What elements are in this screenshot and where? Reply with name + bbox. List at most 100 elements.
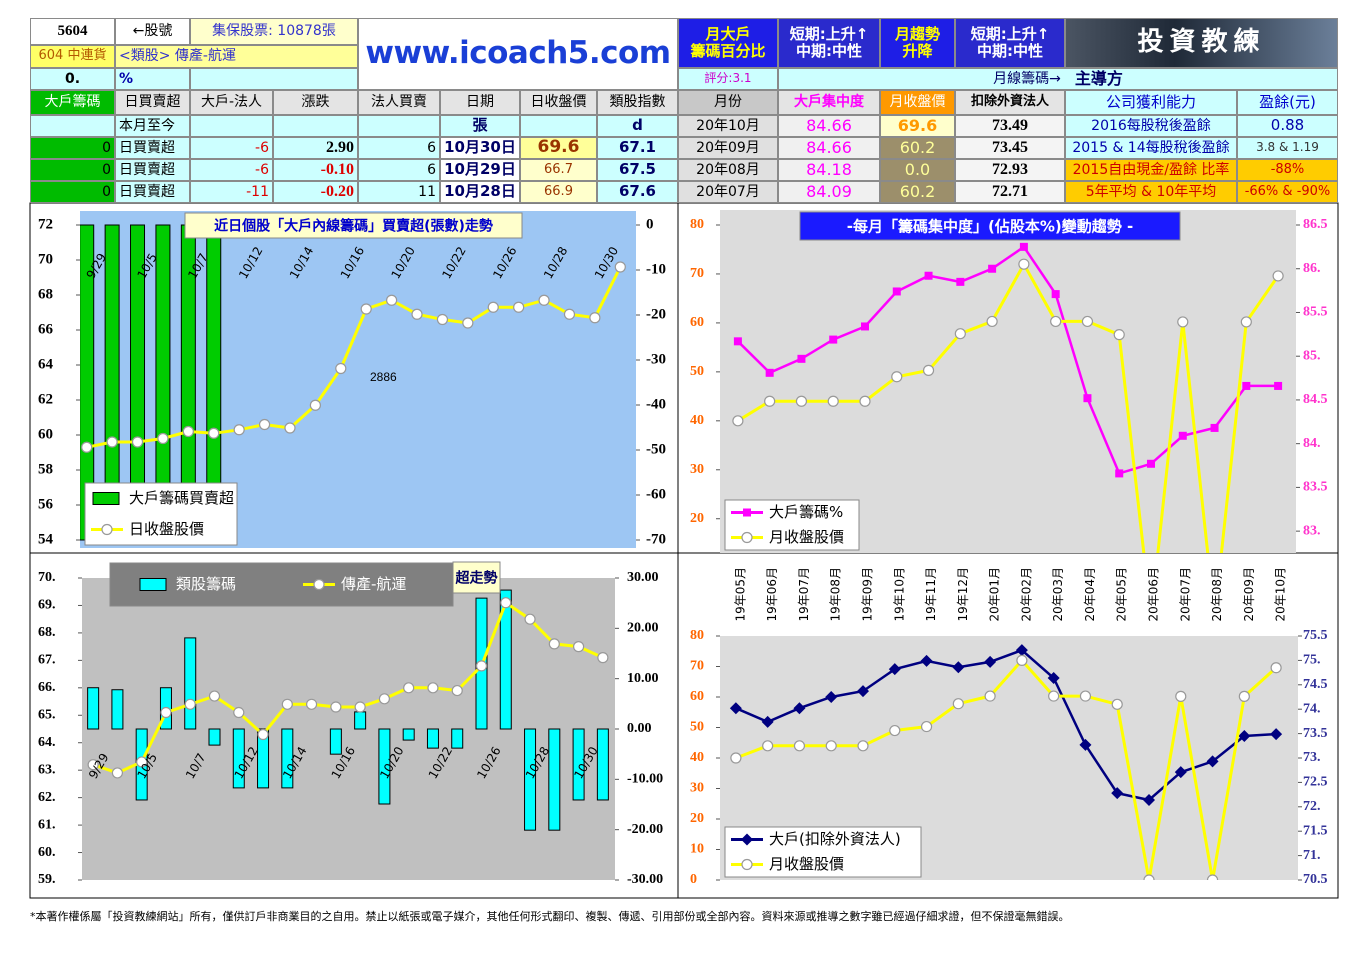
bar <box>232 728 245 789</box>
marker <box>305 698 318 710</box>
tick-label: 72 <box>38 216 53 232</box>
footer: *本著作權係屬「投資教練網站」所有，僅供訂戶非商業目的之自用。禁止以紙張或電子媒… <box>30 910 1070 923</box>
cell <box>190 68 358 90</box>
header-cell: 類股指數 <box>597 90 678 115</box>
marker <box>1111 698 1123 710</box>
cell-text: 月收盤價 <box>889 94 946 111</box>
tick-label: 40 <box>690 413 704 428</box>
bar <box>426 728 439 749</box>
data-cell: 67.1 <box>597 137 678 159</box>
marker <box>859 395 871 407</box>
cell-text: 0.0 <box>904 159 931 179</box>
tick-label: -60 <box>646 486 666 502</box>
plot-area <box>720 210 1296 553</box>
marker <box>1019 242 1028 251</box>
tick-label: 20 <box>690 511 704 526</box>
plot <box>80 224 626 541</box>
x-tick-label: 19年11月 <box>924 567 938 622</box>
bar <box>208 728 221 746</box>
data-cell: 72.71 <box>955 181 1065 203</box>
marker <box>1272 270 1284 282</box>
cell-text: 0.88 <box>1270 116 1305 135</box>
marker <box>857 685 869 698</box>
cell: 0. <box>30 68 115 90</box>
cell-text: 66.9 <box>544 183 573 199</box>
tick-label: -20 <box>646 306 666 322</box>
marker <box>1047 671 1060 684</box>
cell-text: 中期:中性 <box>796 42 862 60</box>
x-tick-label: 20年06月 <box>1147 567 1161 622</box>
line <box>92 600 604 775</box>
bar <box>524 728 537 831</box>
line <box>86 266 622 449</box>
marker <box>891 371 903 383</box>
tick-label: 20 <box>690 811 704 826</box>
data-cell: 6 <box>358 137 440 159</box>
marker <box>888 663 901 676</box>
data-cell: 73.49 <box>955 115 1065 137</box>
cell-text: 類股指數 <box>609 94 666 111</box>
chart-title: 超走勢 <box>455 570 498 587</box>
tick-label: 83. <box>1303 523 1321 538</box>
data-cell: 84.18 <box>778 159 880 181</box>
header-cell: 扣除外資法人 <box>955 90 1065 115</box>
legend-label: 類股籌碼 <box>176 575 236 593</box>
tick-label: 67. <box>38 653 56 668</box>
cell-text: 20年07月 <box>696 183 760 200</box>
tick-label: 84.5 <box>1303 392 1328 407</box>
cell-text: 84.66 <box>806 115 852 135</box>
marker <box>730 752 742 764</box>
data-cell: 本月至今 <box>115 115 190 137</box>
x-tick-label: 20年01月 <box>988 567 1002 622</box>
x-tick-label: 20年04月 <box>1083 567 1097 622</box>
tick-label: 86. <box>1303 261 1321 276</box>
marker <box>1081 315 1094 328</box>
cell: 604 中連貨 <box>30 45 115 68</box>
marker <box>513 301 525 313</box>
header-cell: 大戶集中度 <box>778 90 880 115</box>
tick-label: 0 <box>690 872 697 887</box>
tick-label: 60. <box>38 845 56 860</box>
cell: 月趨勢 升降 <box>880 18 955 68</box>
chart-title: -每月「籌碼集中度」(佔股本%)變動趨勢 - <box>847 218 1133 236</box>
marker <box>765 368 774 377</box>
tick-label: 69. <box>38 598 56 613</box>
cell-text: <類股> 傳產-航運 <box>119 48 236 65</box>
marker <box>462 317 474 329</box>
marker <box>1238 730 1251 743</box>
line <box>737 245 1279 475</box>
cell: 評分:3.1 <box>678 68 778 90</box>
cell-text: 公司獲利能力 <box>1105 92 1196 111</box>
cell-text: 6 <box>427 161 436 178</box>
marker <box>1270 662 1282 674</box>
cell: 月大戶 籌碼百分比 <box>678 18 778 68</box>
marker <box>1240 316 1252 328</box>
legend-label: 日收盤股價 <box>129 520 204 538</box>
cell: 5604 <box>30 18 115 45</box>
tick-label: 60 <box>690 315 704 330</box>
bar <box>596 728 609 801</box>
cell-text: 日期 <box>466 94 494 111</box>
plot <box>729 644 1283 880</box>
data-cell: -66% & -90% <box>1237 181 1338 203</box>
marker <box>743 508 751 517</box>
cell-text: 籌碼百分比 <box>690 42 766 60</box>
tick-label: 70 <box>690 659 704 674</box>
marker <box>825 691 838 703</box>
data-cell: 張 <box>440 115 520 137</box>
marker <box>309 399 321 411</box>
header-cell: 大戶籌碼 <box>30 90 115 115</box>
cell-text: 73.49 <box>992 116 1028 134</box>
marker <box>160 706 172 719</box>
tick-label: 85.5 <box>1303 305 1328 320</box>
tick-label: 71.5 <box>1303 823 1328 838</box>
title-box <box>799 211 1181 241</box>
tick-label: 84. <box>1303 436 1321 451</box>
cell-text: 67.1 <box>618 138 656 157</box>
data-cell: 5年平均 & 10年平均 <box>1065 181 1237 203</box>
marker <box>233 424 245 436</box>
marker <box>487 301 499 313</box>
data-cell: 0 <box>30 159 115 181</box>
plot <box>87 589 609 831</box>
tick-label: 50 <box>690 720 704 735</box>
